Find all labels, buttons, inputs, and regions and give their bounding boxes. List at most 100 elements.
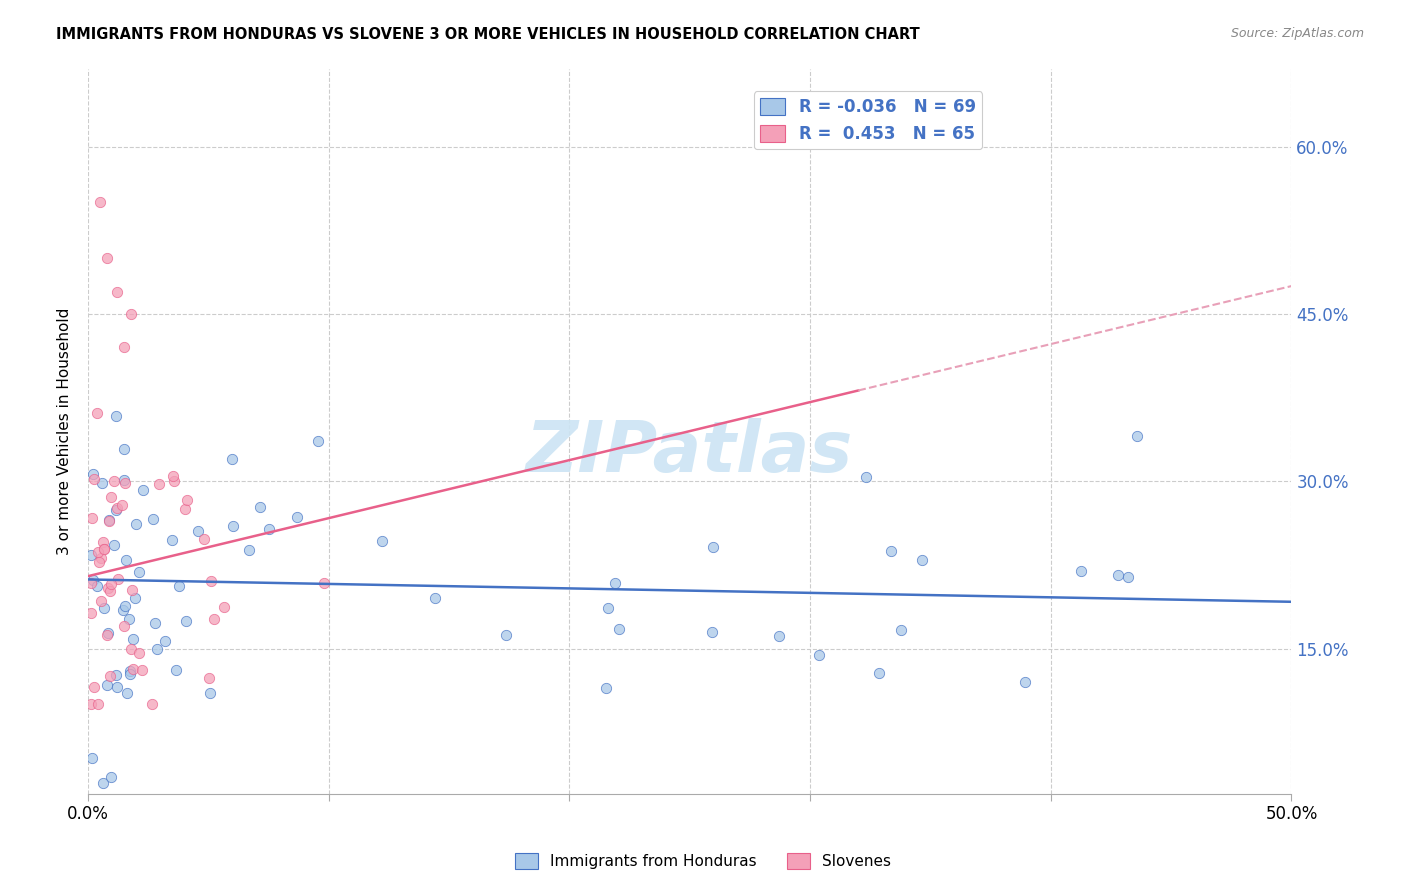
- Slovenes: [93, 541, 115, 556]
- Immigrants from Honduras: [495, 628, 517, 642]
- Immigrants from Honduras: [79, 548, 101, 562]
- Legend: R = -0.036   N = 69, R =  0.453   N = 65: R = -0.036 N = 69, R = 0.453 N = 65: [754, 91, 983, 149]
- Slovenes: [200, 574, 222, 588]
- Immigrants from Honduras: [160, 533, 183, 547]
- Immigrants from Honduras: [187, 524, 209, 538]
- Immigrants from Honduras: [1116, 570, 1139, 584]
- Slovenes: [162, 469, 184, 483]
- Slovenes: [121, 583, 143, 598]
- Immigrants from Honduras: [198, 686, 221, 700]
- Immigrants from Honduras: [238, 542, 260, 557]
- Text: IMMIGRANTS FROM HONDURAS VS SLOVENE 3 OR MORE VEHICLES IN HOUSEHOLD CORRELATION : IMMIGRANTS FROM HONDURAS VS SLOVENE 3 OR…: [56, 27, 920, 42]
- Immigrants from Honduras: [97, 625, 120, 640]
- Immigrants from Honduras: [91, 775, 114, 789]
- Slovenes: [93, 535, 115, 549]
- Slovenes: [96, 581, 118, 595]
- Slovenes: [122, 662, 145, 676]
- Immigrants from Honduras: [82, 467, 104, 481]
- Slovenes: [112, 340, 135, 354]
- Immigrants from Honduras: [115, 686, 138, 700]
- Immigrants from Honduras: [285, 509, 308, 524]
- Slovenes: [174, 502, 197, 516]
- Immigrants from Honduras: [143, 616, 166, 631]
- Slovenes: [162, 474, 184, 488]
- Slovenes: [79, 698, 101, 712]
- Slovenes: [176, 493, 198, 508]
- Immigrants from Honduras: [880, 544, 903, 558]
- Text: Source: ZipAtlas.com: Source: ZipAtlas.com: [1230, 27, 1364, 40]
- Y-axis label: 3 or more Vehicles in Household: 3 or more Vehicles in Household: [58, 308, 72, 555]
- Immigrants from Honduras: [702, 540, 724, 554]
- Slovenes: [114, 475, 136, 490]
- Slovenes: [198, 672, 221, 686]
- Immigrants from Honduras: [114, 473, 136, 487]
- Immigrants from Honduras: [118, 665, 141, 679]
- Immigrants from Honduras: [124, 591, 146, 606]
- Immigrants from Honduras: [115, 553, 138, 567]
- Slovenes: [141, 698, 163, 712]
- Slovenes: [96, 628, 118, 642]
- Immigrants from Honduras: [82, 573, 104, 587]
- Immigrants from Honduras: [595, 681, 617, 695]
- Slovenes: [98, 514, 121, 528]
- Immigrants from Honduras: [855, 470, 877, 484]
- Immigrants from Honduras: [700, 625, 723, 640]
- Immigrants from Honduras: [145, 642, 167, 657]
- Immigrants from Honduras: [118, 612, 141, 626]
- Immigrants from Honduras: [132, 483, 155, 497]
- Immigrants from Honduras: [118, 666, 141, 681]
- Slovenes: [148, 477, 170, 491]
- Immigrants from Honduras: [167, 579, 190, 593]
- Immigrants from Honduras: [111, 603, 134, 617]
- Immigrants from Honduras: [96, 678, 118, 692]
- Immigrants from Honduras: [808, 648, 831, 662]
- Immigrants from Honduras: [104, 503, 127, 517]
- Slovenes: [105, 500, 128, 515]
- Immigrants from Honduras: [174, 614, 197, 628]
- Slovenes: [100, 491, 122, 505]
- Slovenes: [111, 498, 134, 512]
- Immigrants from Honduras: [112, 442, 135, 456]
- Immigrants from Honduras: [91, 476, 114, 491]
- Slovenes: [312, 576, 335, 591]
- Immigrants from Honduras: [165, 664, 187, 678]
- Slovenes: [131, 663, 153, 677]
- Immigrants from Honduras: [128, 565, 150, 579]
- Slovenes: [98, 669, 121, 683]
- Immigrants from Honduras: [307, 434, 329, 448]
- Immigrants from Honduras: [86, 579, 108, 593]
- Immigrants from Honduras: [603, 575, 626, 590]
- Slovenes: [89, 555, 111, 569]
- Slovenes: [80, 511, 103, 525]
- Immigrants from Honduras: [142, 512, 165, 526]
- Slovenes: [93, 541, 115, 556]
- Slovenes: [79, 575, 101, 590]
- Immigrants from Honduras: [105, 681, 128, 695]
- Slovenes: [120, 642, 142, 657]
- Immigrants from Honduras: [257, 522, 280, 536]
- Immigrants from Honduras: [1107, 568, 1129, 582]
- Immigrants from Honduras: [82, 750, 104, 764]
- Slovenes: [212, 599, 235, 614]
- Immigrants from Honduras: [1014, 675, 1036, 690]
- Immigrants from Honduras: [596, 600, 619, 615]
- Slovenes: [87, 545, 110, 559]
- Immigrants from Honduras: [423, 591, 446, 605]
- Immigrants from Honduras: [607, 622, 630, 636]
- Slovenes: [83, 472, 105, 486]
- Immigrants from Honduras: [1070, 565, 1092, 579]
- Slovenes: [112, 619, 135, 633]
- Slovenes: [193, 532, 215, 546]
- Slovenes: [90, 550, 112, 565]
- Slovenes: [89, 195, 111, 210]
- Immigrants from Honduras: [104, 668, 127, 682]
- Immigrants from Honduras: [125, 517, 148, 532]
- Immigrants from Honduras: [768, 629, 790, 643]
- Slovenes: [90, 594, 112, 608]
- Immigrants from Honduras: [93, 600, 115, 615]
- Immigrants from Honduras: [890, 623, 912, 637]
- Immigrants from Honduras: [100, 770, 122, 784]
- Slovenes: [100, 577, 122, 591]
- Immigrants from Honduras: [97, 513, 120, 527]
- Legend: Immigrants from Honduras, Slovenes: Immigrants from Honduras, Slovenes: [509, 847, 897, 875]
